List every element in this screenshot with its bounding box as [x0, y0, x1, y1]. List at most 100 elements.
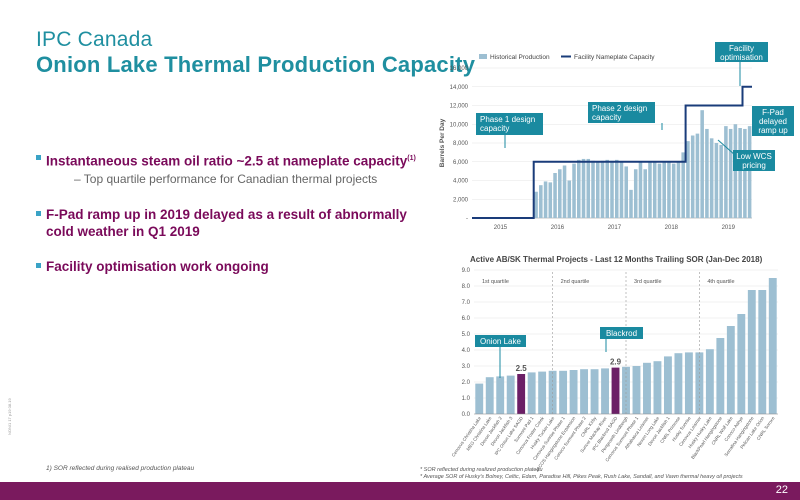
bullet-square-icon	[36, 262, 41, 268]
quartile-label: 4th quartile	[707, 279, 734, 285]
sor-bar	[705, 349, 714, 414]
y-tick-label: 10,000	[450, 122, 469, 128]
production-bar	[648, 161, 652, 218]
annotation-optimisation-text: Facility	[729, 44, 754, 53]
sor-bar	[475, 383, 484, 414]
bullet-item: F-Pad ramp up in 2019 delayed as a resul…	[36, 206, 426, 240]
sor-bar	[726, 326, 735, 414]
sor-bar	[737, 314, 746, 414]
sor-value-label: 2.9	[610, 358, 622, 367]
production-bar	[610, 160, 614, 218]
production-bar	[747, 126, 752, 218]
annotation-optimisation-text: optimisation	[720, 53, 763, 62]
production-bar	[619, 161, 624, 218]
production-bar	[539, 185, 543, 218]
annotation-phase1-text: capacity	[480, 124, 509, 133]
callout-blackrod-box	[600, 327, 643, 339]
production-bar	[577, 159, 581, 218]
annotation-optimisation-box	[715, 42, 768, 62]
y-tick-label: -	[466, 216, 468, 222]
production-bar	[705, 128, 709, 218]
production-bar	[686, 141, 690, 218]
production-bar	[600, 160, 605, 218]
sub-bullet: – Top quartile performance for Canadian …	[74, 171, 378, 186]
annotation-phase1-text: Phase 1 design	[480, 115, 535, 124]
footnote-right-line: * SOR reflected during realized producti…	[420, 467, 543, 473]
legend-label-historical: Historical Production	[490, 54, 550, 61]
annotation-wcs-pointer	[717, 139, 736, 156]
bullet-square-icon	[36, 210, 41, 216]
x-tick-label: 2019	[722, 225, 736, 231]
production-bar	[624, 166, 629, 218]
production-bar	[667, 161, 671, 218]
production-bar	[567, 180, 572, 218]
y-tick-label: 5.0	[462, 332, 471, 338]
production-bar	[700, 110, 704, 218]
sor-value-label: 2.5	[516, 364, 528, 373]
production-bar	[662, 161, 666, 218]
bottom-bar: 22	[0, 482, 800, 500]
sor-bar	[496, 376, 505, 414]
production-bar	[548, 182, 553, 218]
production-bar	[572, 163, 576, 218]
sor-bar	[506, 375, 515, 414]
sor-bar	[674, 353, 683, 414]
y-tick-label: 6,000	[453, 160, 469, 166]
sor-bar	[569, 370, 578, 414]
annotation-phase1-box	[476, 113, 543, 135]
production-bar	[591, 160, 595, 218]
sor-bar	[517, 374, 526, 414]
production-bar	[633, 169, 638, 218]
production-bar	[695, 133, 700, 218]
sor-bar	[695, 352, 704, 414]
production-bar	[614, 159, 619, 218]
production-bar	[605, 159, 610, 218]
annotation-fpad-box	[752, 106, 794, 136]
page-number: 22	[775, 484, 788, 496]
y-tick-label: 16,000	[450, 66, 469, 72]
sor-bar	[768, 278, 777, 414]
bullet-list: Instantaneous steam oil ratio ~2.5 at na…	[36, 150, 426, 287]
sor-bar	[590, 369, 599, 414]
production-bar	[581, 158, 586, 218]
annotation-fpad-text: F-Pad	[762, 108, 784, 117]
callout-blackrod-text: Blackrod	[606, 329, 637, 338]
production-bar	[709, 138, 714, 218]
sor-bar	[663, 356, 672, 414]
annotation-phase2-text: Phase 2 design	[592, 104, 647, 113]
sor-bar	[559, 370, 568, 414]
bullet-item: Instantaneous steam oil ratio ~2.5 at na…	[36, 150, 426, 188]
sor-bar	[643, 362, 651, 414]
production-bar	[733, 124, 738, 218]
y-tick-label: 7.0	[462, 300, 471, 306]
annotation-phase2-text: capacity	[592, 113, 621, 122]
footnote-right: * SOR reflected during realized producti…	[420, 467, 743, 481]
production-bar	[553, 173, 557, 218]
y-tick-label: 4,000	[453, 179, 469, 185]
document-id: NON/1 17 p19 08.19	[7, 398, 12, 435]
callout-onion-lake-text: Onion Lake	[480, 337, 521, 346]
y-tick-label: 4.0	[462, 348, 471, 354]
quartile-label: 3rd quartile	[634, 279, 662, 285]
production-bar	[728, 128, 733, 218]
production-bar	[671, 163, 676, 218]
y-tick-label: 14,000	[450, 85, 469, 91]
sor-bar	[601, 368, 609, 414]
sor-bar	[684, 352, 693, 414]
production-bar	[681, 152, 685, 218]
production-bar	[638, 161, 643, 218]
production-bar	[562, 165, 567, 218]
production-bar	[543, 181, 548, 218]
annotation-fpad-text: delayed	[759, 117, 787, 126]
sor-bar	[485, 377, 494, 414]
production-bar	[719, 144, 723, 218]
annotation-fpad-text: ramp up	[758, 126, 788, 135]
production-bar	[629, 189, 633, 218]
footnote-left: 1) SOR reflected during realised product…	[46, 465, 195, 472]
sor-bar	[611, 367, 620, 414]
callout-onion-lake: Onion Lake	[475, 335, 526, 347]
